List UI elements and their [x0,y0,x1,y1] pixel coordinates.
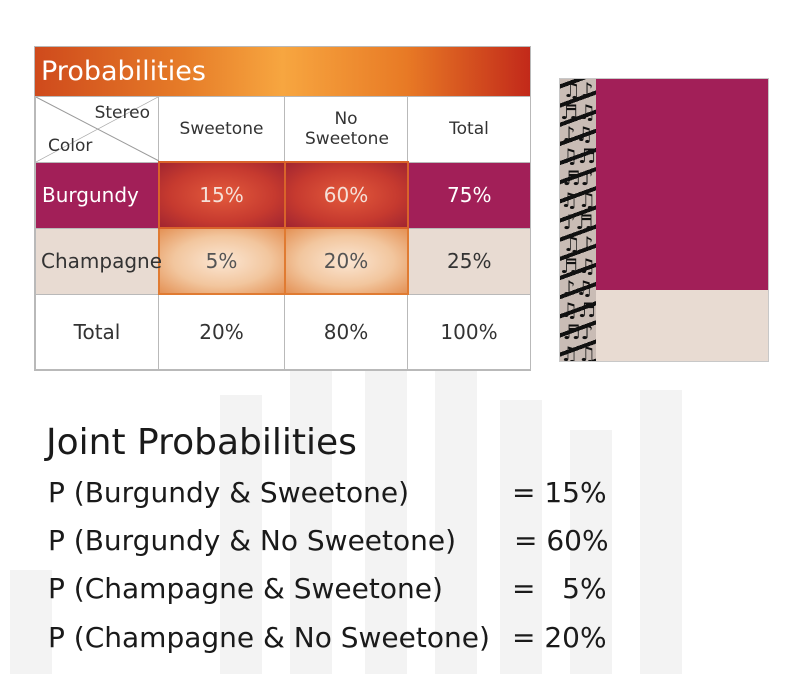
table-cell: 20% [283,227,409,295]
background-decoration [570,430,612,674]
corner-label-stereo: Stereo [94,103,150,123]
joint-probability-value: = 20% [512,621,607,654]
joint-probability-value: = 5% [512,572,607,605]
table-cell: 100% [407,293,531,370]
table-cell: 75% [407,161,531,229]
joint-probability-value: = 15% [512,476,607,509]
column-header: Sweetone [158,96,285,163]
table-cell: 15% [157,161,286,229]
table-cell: 5% [157,227,286,295]
background-decoration [10,570,52,674]
table-cell: 20% [158,293,285,370]
joint-probability-label: P (Champagne & No Sweetone) [48,621,490,654]
probability-mosaic-graphic: ♫♪ ♬♫ ♪♫ ♫♬ ♬♪ ♫♫ ♪♬ ♫♪ ♬♫ ♪♫ ♫♬ ♬♪ ♫♫ [559,78,769,362]
joint-probability-label: P (Burgundy & Sweetone) [48,476,410,509]
joint-probability-value: = 60% [514,524,609,557]
column-header: Total [407,96,531,163]
corner-label-color: Color [48,135,93,156]
background-decoration [290,360,332,674]
joint-probability-label: P (Burgundy & No Sweetone) [48,524,457,557]
background-decoration [500,400,542,674]
row-label: Burgundy [35,161,159,229]
row-label: Total [35,293,159,370]
background-decoration [365,330,407,674]
probability-table: Probabilities Stereo Color Sweetone No S… [34,46,531,371]
background-decoration [435,360,477,674]
row-label: Champagne [35,227,162,295]
table-corner-header: Stereo Color [35,96,159,163]
column-header: No Sweetone [284,96,408,163]
diagonal-divider [36,97,159,161]
background-decoration [640,390,682,674]
table-row: Total 20% 80% 100% [35,293,531,370]
music-notes-pattern-icon: ♫♪ ♬♫ ♪♫ ♫♬ ♬♪ ♫♫ ♪♬ ♫♪ ♬♫ ♪♫ ♫♬ ♬♪ ♫♫ [560,79,596,361]
table-cell: 80% [284,293,408,370]
table-cell: 60% [283,161,409,229]
mosaic-burgundy-block [596,79,768,290]
table-title: Probabilities [35,47,530,96]
table-cell: 25% [407,227,531,295]
table-row: Burgundy 15% 60% 75% [35,161,531,229]
mosaic-champagne-block [596,290,768,361]
background-decoration [220,395,262,674]
joint-probability-label: P (Champagne & Sweetone) [48,572,443,605]
table-row: Champagne 5% 20% 25% [35,227,531,295]
joint-probabilities-title: Joint Probabilities [46,422,357,463]
